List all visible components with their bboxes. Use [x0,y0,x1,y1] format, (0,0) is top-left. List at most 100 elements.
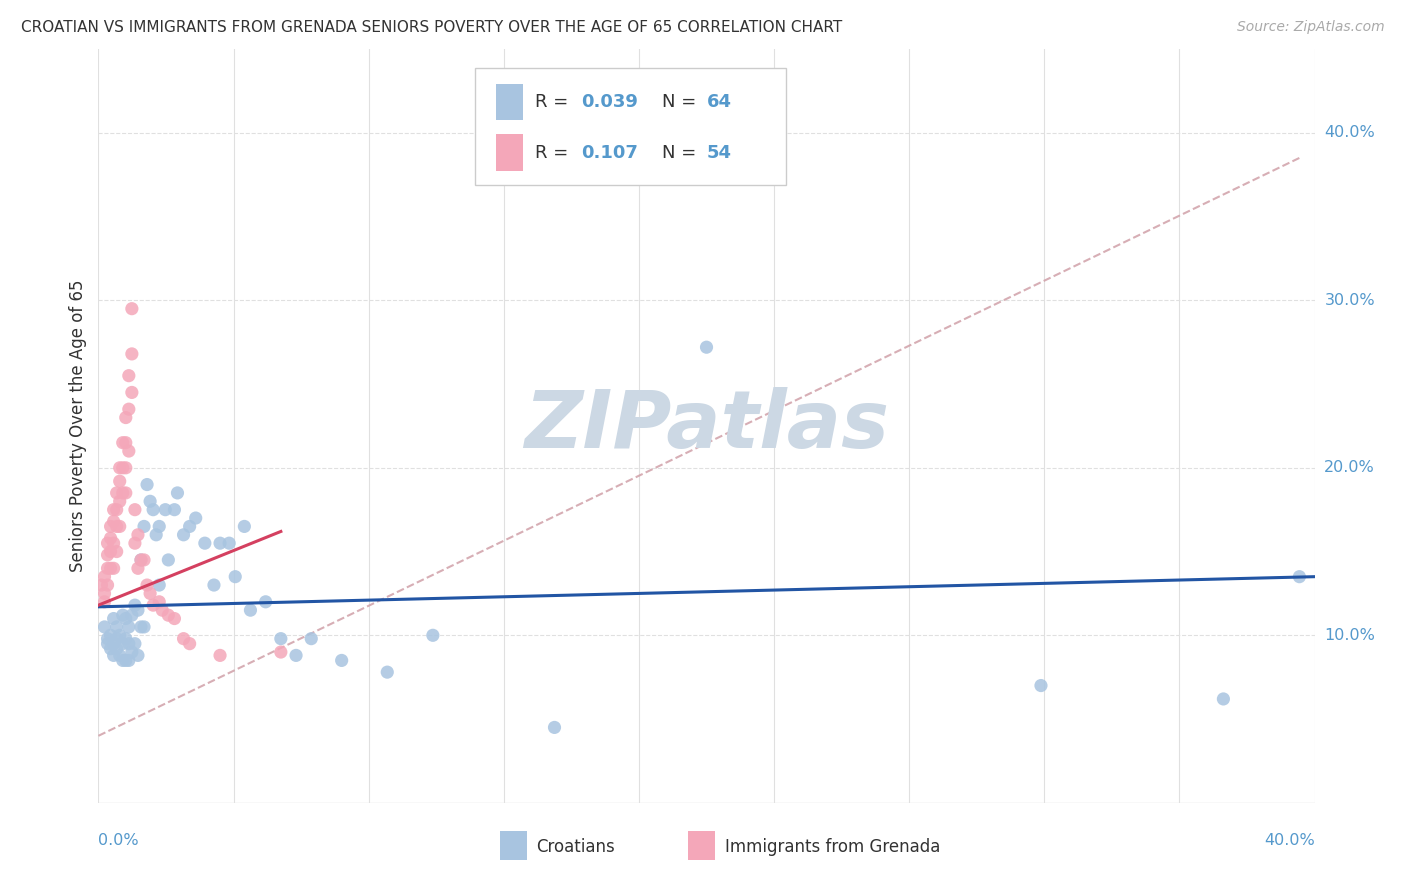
Point [1029,679,1052,693]
Point [93,595,115,609]
Point [103,536,125,550]
Point [111,637,134,651]
Point [270,632,292,646]
Point [142,598,165,612]
Point [111,435,134,450]
Text: R =: R = [536,94,574,112]
Text: 0.0%: 0.0% [98,833,139,848]
Point [136,578,159,592]
Text: 40.0%: 40.0% [1264,833,1315,848]
Point [96,632,118,646]
Point [118,637,141,651]
Point [139,586,162,600]
Point [127,603,149,617]
Point [155,502,177,516]
Point [90,578,112,592]
Point [103,648,125,663]
Point [1212,692,1234,706]
Point [100,531,122,545]
Text: Croatians: Croatians [536,838,614,855]
Point [114,486,136,500]
Point [93,570,115,584]
Point [111,486,134,500]
Point [239,603,262,617]
Point [124,598,146,612]
Point [100,628,122,642]
Text: 0.107: 0.107 [581,144,638,161]
Text: Immigrants from Grenada: Immigrants from Grenada [724,838,941,855]
Point [121,301,143,316]
Bar [496,135,523,170]
Point [103,561,125,575]
Point [330,653,353,667]
Point [111,653,134,667]
Bar [496,84,523,120]
Point [254,595,277,609]
Point [114,611,136,625]
Point [105,632,128,646]
Point [157,608,180,623]
Point [127,561,149,575]
Point [148,595,170,609]
Point [194,536,217,550]
Point [129,620,152,634]
Y-axis label: Seniors Poverty Over the Age of 65: Seniors Poverty Over the Age of 65 [69,280,87,572]
Point [103,637,125,651]
Text: 54: 54 [707,144,731,161]
Point [114,460,136,475]
Point [118,444,141,458]
Point [127,528,149,542]
Point [100,519,122,533]
Point [299,632,322,646]
Point [96,637,118,651]
Point [179,519,201,533]
Point [422,628,444,642]
Point [218,536,240,550]
Point [132,620,155,634]
Point [103,611,125,625]
Text: Source: ZipAtlas.com: Source: ZipAtlas.com [1237,20,1385,34]
Point [96,578,118,592]
Point [114,410,136,425]
Point [136,477,159,491]
Point [105,620,128,634]
Point [105,544,128,558]
Point [114,632,136,646]
Point [142,502,165,516]
Text: 30.0%: 30.0% [1324,293,1375,308]
Point [132,553,155,567]
Point [105,486,128,500]
Point [111,460,134,475]
Point [129,553,152,567]
Point [96,548,118,562]
Point [375,665,398,680]
Text: 0.039: 0.039 [581,94,638,112]
Point [127,648,149,663]
Point [179,637,201,651]
Text: CROATIAN VS IMMIGRANTS FROM GRENADA SENIORS POVERTY OVER THE AGE OF 65 CORRELATI: CROATIAN VS IMMIGRANTS FROM GRENADA SENI… [21,20,842,35]
Point [103,502,125,516]
Point [139,494,162,508]
Point [132,519,155,533]
Point [209,536,232,550]
Point [157,553,180,567]
Point [121,385,143,400]
Point [118,653,141,667]
Point [124,502,146,516]
Point [148,519,170,533]
Point [184,511,207,525]
Point [118,368,141,383]
Bar [499,831,526,860]
Point [1288,570,1310,584]
Point [111,608,134,623]
Point [163,611,186,625]
Point [100,561,122,575]
Point [270,645,292,659]
Point [108,648,131,663]
Point [108,519,131,533]
Point [173,632,195,646]
Point [96,536,118,550]
Point [105,519,128,533]
Point [145,528,167,542]
Point [93,620,115,634]
